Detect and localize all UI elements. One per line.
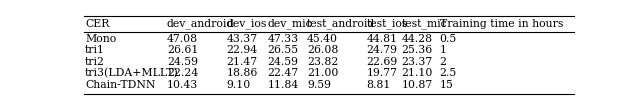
Text: tri3(LDA+MLLT): tri3(LDA+MLLT)	[85, 68, 179, 78]
Text: 26.61: 26.61	[167, 45, 198, 55]
Text: 15: 15	[440, 80, 454, 90]
Text: 47.33: 47.33	[268, 34, 299, 44]
Text: 24.59: 24.59	[167, 57, 198, 67]
Text: 43.37: 43.37	[227, 34, 257, 44]
Text: 22.24: 22.24	[167, 68, 198, 78]
Text: 2: 2	[440, 57, 447, 67]
Text: 22.69: 22.69	[367, 57, 398, 67]
Text: 26.55: 26.55	[268, 45, 299, 55]
Text: 21.10: 21.10	[401, 68, 433, 78]
Text: 23.82: 23.82	[307, 57, 339, 67]
Text: 19.77: 19.77	[367, 68, 397, 78]
Text: 0.5: 0.5	[440, 34, 457, 44]
Text: test_ios: test_ios	[367, 18, 408, 29]
Text: 18.86: 18.86	[227, 68, 258, 78]
Text: 26.08: 26.08	[307, 45, 339, 55]
Text: Mono: Mono	[85, 34, 116, 44]
Text: tri2: tri2	[85, 57, 105, 67]
Text: 11.84: 11.84	[268, 80, 299, 90]
Text: 10.43: 10.43	[167, 80, 198, 90]
Text: 24.59: 24.59	[268, 57, 298, 67]
Text: 9.10: 9.10	[227, 80, 251, 90]
Text: 2.5: 2.5	[440, 68, 457, 78]
Text: dev_ios: dev_ios	[227, 18, 267, 29]
Text: 1: 1	[440, 45, 447, 55]
Text: 8.81: 8.81	[367, 80, 391, 90]
Text: 21.47: 21.47	[227, 57, 257, 67]
Text: CER: CER	[85, 19, 109, 29]
Text: 47.08: 47.08	[167, 34, 198, 44]
Text: tri1: tri1	[85, 45, 105, 55]
Text: 44.28: 44.28	[401, 34, 433, 44]
Text: 22.94: 22.94	[227, 45, 257, 55]
Text: test_mic: test_mic	[401, 18, 447, 29]
Text: 24.79: 24.79	[367, 45, 397, 55]
Text: 23.37: 23.37	[401, 57, 433, 67]
Text: 44.81: 44.81	[367, 34, 398, 44]
Text: Chain-TDNN: Chain-TDNN	[85, 80, 156, 90]
Text: 21.00: 21.00	[307, 68, 339, 78]
Text: dev_android: dev_android	[167, 18, 234, 29]
Text: 22.47: 22.47	[268, 68, 299, 78]
Text: 10.87: 10.87	[401, 80, 433, 90]
Text: 45.40: 45.40	[307, 34, 338, 44]
Text: test_android: test_android	[307, 18, 376, 29]
Text: Training time in hours: Training time in hours	[440, 19, 563, 29]
Text: 9.59: 9.59	[307, 80, 331, 90]
Text: 25.36: 25.36	[401, 45, 433, 55]
Text: dev_mic: dev_mic	[268, 18, 312, 29]
